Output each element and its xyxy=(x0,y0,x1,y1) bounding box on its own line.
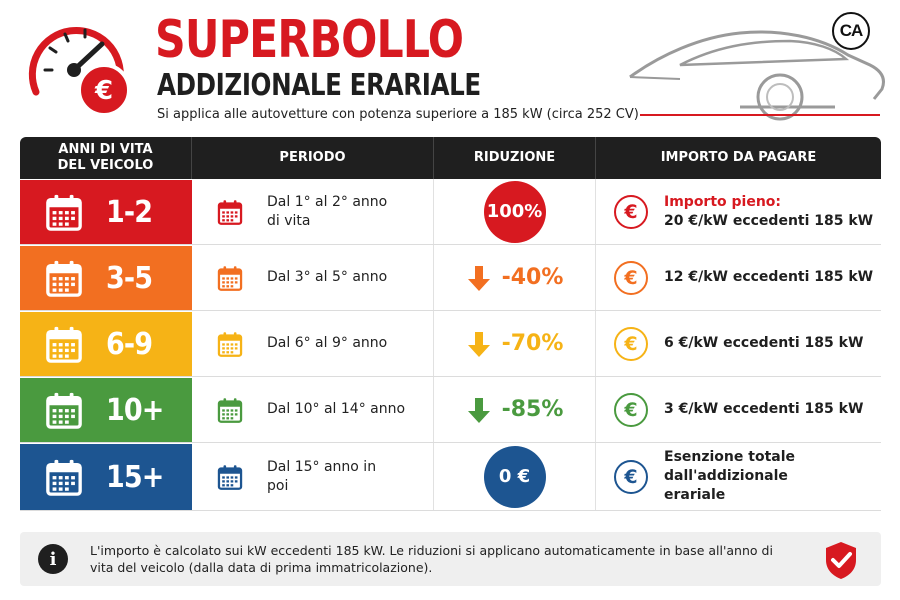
amount-text: 12 €/kW eccedenti 185 kW xyxy=(664,269,874,285)
table-row: 10+ Dal 10° al 14° anno -85% €3 €/kW eccede… xyxy=(20,377,881,443)
amount-highlight: Importo pieno: xyxy=(664,193,782,210)
amount-text-block: Esenzione totale dall'addizionale eraria… xyxy=(664,448,854,505)
reduction-value: -85% xyxy=(501,397,564,422)
euro-icon: € xyxy=(614,194,648,229)
info-icon: i xyxy=(38,544,68,574)
period-text: Dal 6° al 9° anno xyxy=(267,335,388,351)
column-header-period: PERIODO xyxy=(192,137,434,179)
years-label: 10+ xyxy=(106,392,164,428)
amount-cell: €12 €/kW eccedenti 185 kW xyxy=(596,245,881,310)
calendar-icon xyxy=(46,260,82,297)
euro-icon: € xyxy=(614,392,648,427)
years-label: 1-2 xyxy=(106,194,153,230)
reduction-badge: 100% xyxy=(483,180,546,243)
amount-text-block: 3 €/kW eccedenti 185 kW xyxy=(664,400,863,419)
reduction-value: -70% xyxy=(501,331,564,356)
period-text: Dal 10° al 14° anno xyxy=(267,401,406,417)
table-row: 6-9 Dal 6° al 9° anno -70% €6 €/kW eccedent… xyxy=(20,311,881,377)
calendar-icon xyxy=(217,464,243,490)
years-cell: 1-2 xyxy=(20,180,192,244)
years-label: 3-5 xyxy=(106,260,153,296)
table-row: 3-5 Dal 3° al 5° anno -40% €12 €/kW ecceden… xyxy=(20,245,881,311)
period-cell: Dal 3° al 5° anno xyxy=(192,245,434,310)
euro-icon: € xyxy=(614,326,648,361)
page-title: SUPERBOLLO xyxy=(155,10,464,70)
amount-text: 20 €/kW eccedenti 185 kW xyxy=(664,212,874,229)
period-cell: Dal 15° anno in poi xyxy=(192,443,434,510)
arrow-down-icon xyxy=(467,331,490,357)
period-cell: Dal 1° al 2° anno di vita xyxy=(192,179,434,244)
reduction-value: -40% xyxy=(501,265,564,290)
amount-cell: €3 €/kW eccedenti 185 kW xyxy=(596,377,881,442)
amount-text-block: Importo pieno: 20 €/kW eccedenti 185 kW xyxy=(664,193,873,231)
shield-check-icon xyxy=(826,542,856,579)
years-cell: 10+ xyxy=(20,378,192,442)
brand-badge: CA xyxy=(832,12,870,50)
table-row: 15+ Dal 15° anno in poi 0 € € Esenzione tota… xyxy=(20,443,881,511)
amount-text: 6 €/kW eccedenti 185 kW xyxy=(664,335,864,351)
period-text: Dal 3° al 5° anno xyxy=(267,269,388,285)
period-text: Dal 1° al 2° anno di vita xyxy=(267,193,388,229)
years-label: 15+ xyxy=(106,459,164,495)
calendar-icon xyxy=(46,392,82,429)
arrow-down-icon xyxy=(467,265,490,291)
amount-text: 3 €/kW eccedenti 185 kW xyxy=(664,401,864,417)
euro-icon: € xyxy=(614,260,648,295)
page-note: Si applica alle autovetture con potenza … xyxy=(157,107,639,122)
years-cell: 15+ xyxy=(20,444,192,510)
arrow-down-icon xyxy=(467,397,490,423)
amount-cell: € Esenzione totale dall'addizionale erari… xyxy=(596,443,881,510)
calendar-icon xyxy=(217,199,243,225)
reduction-badge: 0 € xyxy=(483,445,546,508)
column-header-years: ANNI DI VITA DEL VEICOLO xyxy=(20,137,192,179)
speedometer-euro-icon: € xyxy=(28,26,131,117)
table-header: ANNI DI VITA DEL VEICOLO PERIODO RIDUZIO… xyxy=(20,137,881,179)
amount-text: Esenzione totale dall'addizionale eraria… xyxy=(664,449,796,503)
period-cell: Dal 6° al 9° anno xyxy=(192,311,434,376)
calendar-icon xyxy=(217,331,243,357)
info-footer: i L'importo è calcolato sui kW eccedenti… xyxy=(20,532,881,586)
calendar-icon xyxy=(46,326,82,363)
amount-cell: €6 €/kW eccedenti 185 kW xyxy=(596,311,881,376)
period-cell: Dal 10° al 14° anno xyxy=(192,377,434,442)
footer-text: L'importo è calcolato sui kW eccedenti 1… xyxy=(90,543,773,575)
period-text: Dal 15° anno in poi xyxy=(267,458,377,494)
page-subtitle: ADDIZIONALE ERARIALE xyxy=(157,68,481,103)
car-outline-icon xyxy=(629,30,885,121)
column-header-amount: IMPORTO DA PAGARE xyxy=(660,150,817,165)
calendar-icon xyxy=(217,265,243,291)
calendar-icon xyxy=(46,459,82,496)
amount-cell: € Importo pieno: 20 €/kW eccedenti 185 kW xyxy=(596,179,881,244)
calendar-icon xyxy=(217,397,243,423)
reduction-cell: -70% xyxy=(434,311,596,376)
calendar-icon xyxy=(46,194,82,231)
svg-text:€: € xyxy=(94,76,113,106)
years-cell: 6-9 xyxy=(20,312,192,376)
table-row: 1-2 Dal 1° al 2° anno di vita 100% € Importo… xyxy=(20,179,881,245)
column-header-reduction: RIDUZIONE xyxy=(434,137,596,179)
reduction-cell: 100% xyxy=(434,179,596,244)
reduction-cell: -40% xyxy=(434,245,596,310)
years-cell: 3-5 xyxy=(20,246,192,310)
reduction-cell: -85% xyxy=(434,377,596,442)
reduction-cell: 0 € xyxy=(434,443,596,510)
years-label: 6-9 xyxy=(106,326,153,362)
amount-text-block: 12 €/kW eccedenti 185 kW xyxy=(664,268,873,287)
amount-text-block: 6 €/kW eccedenti 185 kW xyxy=(664,334,863,353)
euro-icon: € xyxy=(614,459,648,494)
superbollo-table: ANNI DI VITA DEL VEICOLO PERIODO RIDUZIO… xyxy=(20,137,881,511)
